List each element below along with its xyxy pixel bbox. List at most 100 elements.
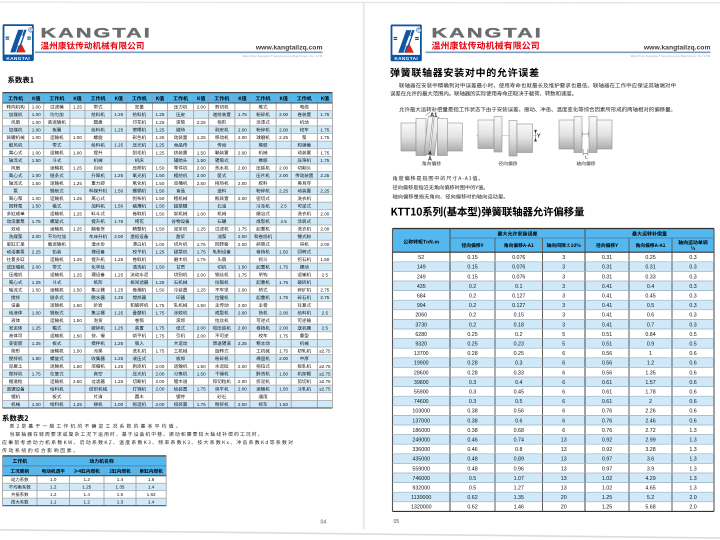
svg-text:2.75: 2.75 bbox=[320, 295, 329, 300]
svg-text:1.57: 1.57 bbox=[645, 380, 655, 386]
svg-text:1.75: 1.75 bbox=[155, 310, 164, 315]
svg-text:2.00: 2.00 bbox=[32, 234, 41, 239]
svg-text:1.50: 1.50 bbox=[155, 188, 164, 193]
svg-text:0.4: 0.4 bbox=[515, 380, 522, 386]
svg-text:2.00: 2.00 bbox=[238, 387, 247, 392]
svg-text:0.45: 0.45 bbox=[514, 389, 524, 395]
svg-text:2.25: 2.25 bbox=[238, 341, 247, 346]
svg-text:0.92: 0.92 bbox=[602, 447, 612, 453]
svg-text:6: 6 bbox=[562, 418, 565, 424]
svg-text:0.4: 0.4 bbox=[647, 284, 654, 290]
svg-text:1.4: 1.4 bbox=[117, 477, 124, 482]
svg-text:1.25: 1.25 bbox=[114, 173, 123, 178]
svg-text:1.75: 1.75 bbox=[238, 112, 247, 117]
svg-text:3.9: 3.9 bbox=[647, 466, 654, 472]
svg-text:1.62: 1.62 bbox=[147, 492, 156, 497]
svg-text:1.00: 1.00 bbox=[197, 211, 206, 216]
svg-text:1.00: 1.00 bbox=[114, 402, 123, 407]
svg-text:1.25: 1.25 bbox=[114, 341, 123, 346]
svg-text:L: L bbox=[585, 155, 588, 161]
svg-text:0.127: 0.127 bbox=[512, 293, 525, 299]
svg-text:6: 6 bbox=[562, 361, 565, 367]
svg-text:0.28: 0.28 bbox=[467, 351, 477, 357]
svg-text:186000: 186000 bbox=[412, 428, 430, 434]
svg-text:1.00: 1.00 bbox=[32, 196, 41, 201]
svg-text:1.50: 1.50 bbox=[73, 333, 82, 338]
svg-text:6: 6 bbox=[562, 380, 565, 386]
svg-text:2.00: 2.00 bbox=[155, 371, 164, 376]
svg-text:1.25: 1.25 bbox=[602, 495, 612, 501]
svg-text:1.4: 1.4 bbox=[84, 492, 91, 497]
svg-text:3: 3 bbox=[562, 284, 565, 290]
svg-text:1.35: 1.35 bbox=[645, 370, 655, 376]
svg-text:0.2: 0.2 bbox=[469, 322, 476, 328]
svg-text:0.15: 0.15 bbox=[514, 313, 524, 319]
svg-text:1.27: 1.27 bbox=[514, 485, 524, 491]
svg-text:19900: 19900 bbox=[414, 361, 429, 367]
svg-text:1.50: 1.50 bbox=[73, 364, 82, 369]
svg-text:1.25: 1.25 bbox=[197, 288, 206, 293]
svg-text:13: 13 bbox=[561, 437, 567, 443]
svg-text:0.62: 0.62 bbox=[467, 495, 477, 501]
svg-text:0.46: 0.46 bbox=[467, 447, 477, 453]
svg-text:≥2.75: ≥2.75 bbox=[319, 371, 331, 376]
svg-text:1.2: 1.2 bbox=[647, 361, 654, 367]
svg-text:0.7: 0.7 bbox=[647, 322, 654, 328]
svg-text:1.75: 1.75 bbox=[155, 333, 164, 338]
svg-text:1.3: 1.3 bbox=[689, 476, 696, 482]
svg-text:1.0: 1.0 bbox=[50, 477, 57, 482]
svg-text:0.5: 0.5 bbox=[647, 303, 654, 309]
svg-text:149: 149 bbox=[417, 265, 426, 271]
svg-text:≥2.75: ≥2.75 bbox=[319, 387, 331, 392]
svg-text:2.00: 2.00 bbox=[238, 379, 247, 384]
svg-text:0.76: 0.76 bbox=[602, 428, 612, 434]
svg-text:1.2: 1.2 bbox=[50, 485, 57, 490]
svg-text:2.00: 2.00 bbox=[155, 379, 164, 384]
svg-text:6280: 6280 bbox=[415, 332, 427, 338]
svg-text:2.00: 2.00 bbox=[238, 135, 247, 140]
svg-text:13: 13 bbox=[561, 466, 567, 472]
svg-text:1.75: 1.75 bbox=[32, 219, 41, 224]
svg-text:1.25: 1.25 bbox=[155, 112, 164, 117]
svg-text:2.46: 2.46 bbox=[645, 418, 655, 424]
svg-text:5: 5 bbox=[562, 341, 565, 347]
svg-text:1.25: 1.25 bbox=[73, 257, 82, 262]
svg-text:0.2: 0.2 bbox=[469, 284, 476, 290]
svg-text:6: 6 bbox=[562, 399, 565, 405]
svg-text:0.3: 0.3 bbox=[689, 293, 696, 299]
svg-text:1.25: 1.25 bbox=[155, 120, 164, 125]
svg-text:9320: 9320 bbox=[415, 341, 427, 347]
svg-text:1.25: 1.25 bbox=[73, 272, 82, 277]
svg-text:6: 6 bbox=[562, 370, 565, 376]
svg-text:1.75: 1.75 bbox=[155, 326, 164, 331]
svg-text:0.3: 0.3 bbox=[689, 313, 696, 319]
svg-text:2.00: 2.00 bbox=[32, 265, 41, 270]
svg-text:1.00: 1.00 bbox=[73, 150, 82, 155]
svg-text:1.25: 1.25 bbox=[114, 143, 123, 148]
svg-text:0.3: 0.3 bbox=[689, 284, 696, 290]
svg-text:1.25: 1.25 bbox=[73, 166, 82, 171]
svg-text:0.25: 0.25 bbox=[467, 332, 477, 338]
svg-text:1.50: 1.50 bbox=[32, 204, 41, 209]
svg-text:0.6: 0.6 bbox=[689, 361, 696, 367]
svg-text:2.50: 2.50 bbox=[197, 181, 206, 186]
svg-text:0.3: 0.3 bbox=[469, 399, 476, 405]
svg-text:2.72: 2.72 bbox=[645, 428, 655, 434]
svg-text:0.076: 0.076 bbox=[512, 255, 525, 261]
svg-text:0.5: 0.5 bbox=[469, 476, 476, 482]
svg-text:2060: 2060 bbox=[415, 313, 427, 319]
svg-text:0.5: 0.5 bbox=[515, 399, 522, 405]
svg-text:0.31: 0.31 bbox=[602, 274, 612, 280]
svg-text:≥2.75: ≥2.75 bbox=[319, 379, 331, 384]
svg-text:13: 13 bbox=[561, 447, 567, 453]
svg-text:2.00: 2.00 bbox=[155, 387, 164, 392]
svg-text:0.2: 0.2 bbox=[469, 293, 476, 299]
svg-text:0.96: 0.96 bbox=[514, 466, 524, 472]
svg-text:1.25: 1.25 bbox=[82, 485, 91, 490]
svg-text:249: 249 bbox=[417, 274, 426, 280]
svg-text:1.02: 1.02 bbox=[602, 476, 612, 482]
svg-text:A: A bbox=[428, 157, 432, 163]
svg-text:1.46: 1.46 bbox=[514, 505, 524, 511]
svg-text:0.31: 0.31 bbox=[602, 265, 612, 271]
svg-text:3: 3 bbox=[562, 265, 565, 271]
